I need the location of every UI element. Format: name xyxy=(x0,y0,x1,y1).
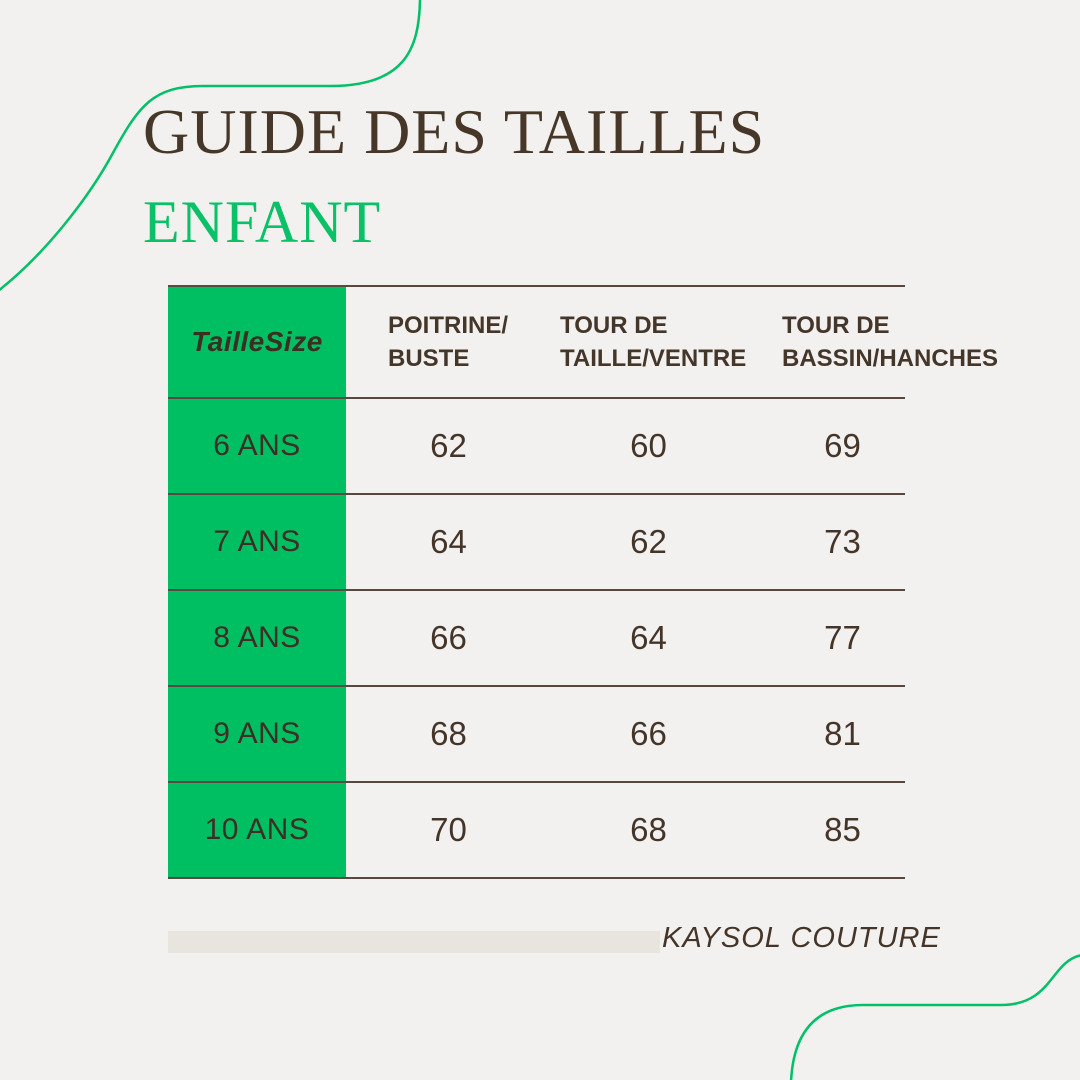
table-header-poitrine-line1: POITRINE/ xyxy=(388,312,509,339)
row-9ans-bassin: 81 xyxy=(746,687,905,783)
table-header-taille-line2: TAILLE/VENTRE xyxy=(560,345,747,372)
row-8ans-poitrine: 66 xyxy=(346,591,551,687)
size-table: TailleSize POITRINE/ BUSTE TOUR DE TAILL… xyxy=(168,285,998,879)
table-header-bassin-line1: TOUR DE xyxy=(782,312,890,339)
table-header-poitrine-line2: BUSTE xyxy=(388,345,470,372)
row-7ans-taille: 62 xyxy=(551,495,746,591)
row-6ans-taille: 60 xyxy=(551,399,746,495)
page-subtitle: ENFANT xyxy=(143,189,382,255)
row-10ans-taille: 68 xyxy=(551,783,746,879)
row-10ans-poitrine: 70 xyxy=(346,783,551,879)
row-6ans-poitrine: 62 xyxy=(346,399,551,495)
row-7ans-bassin: 73 xyxy=(746,495,905,591)
row-10ans-bassin: 85 xyxy=(746,783,905,879)
table-header-taille-line1: TOUR DE xyxy=(560,312,668,339)
table-header-size: TailleSize xyxy=(168,287,346,399)
row-9ans-poitrine: 68 xyxy=(346,687,551,783)
bottom-right-curve-line xyxy=(789,954,1080,1080)
footer-accent-bar xyxy=(168,931,660,953)
table-header-bassin-line2: BASSIN/HANCHES xyxy=(782,345,999,372)
row-8ans-bassin: 77 xyxy=(746,591,905,687)
row-7ans-poitrine: 64 xyxy=(346,495,551,591)
row-8ans-taille: 64 xyxy=(551,591,746,687)
row-9ans-taille: 66 xyxy=(551,687,746,783)
page-title: GUIDE DES TAILLES xyxy=(143,96,766,167)
table-header-taille: TOUR DE TAILLE/VENTRE xyxy=(551,287,746,399)
row-9ans-size: 9 ANS xyxy=(168,687,346,783)
row-6ans-bassin: 69 xyxy=(746,399,905,495)
row-6ans-size: 6 ANS xyxy=(168,399,346,495)
row-10ans-size: 10 ANS xyxy=(168,783,346,879)
row-8ans-size: 8 ANS xyxy=(168,591,346,687)
title-block: GUIDE DES TAILLES ENFANT xyxy=(143,96,766,255)
brand-name: KAYSOL COUTURE xyxy=(662,922,941,954)
row-7ans-size: 7 ANS xyxy=(168,495,346,591)
table-header-bassin: TOUR DE BASSIN/HANCHES xyxy=(746,287,998,399)
table-header-poitrine: POITRINE/ BUSTE xyxy=(346,287,551,399)
